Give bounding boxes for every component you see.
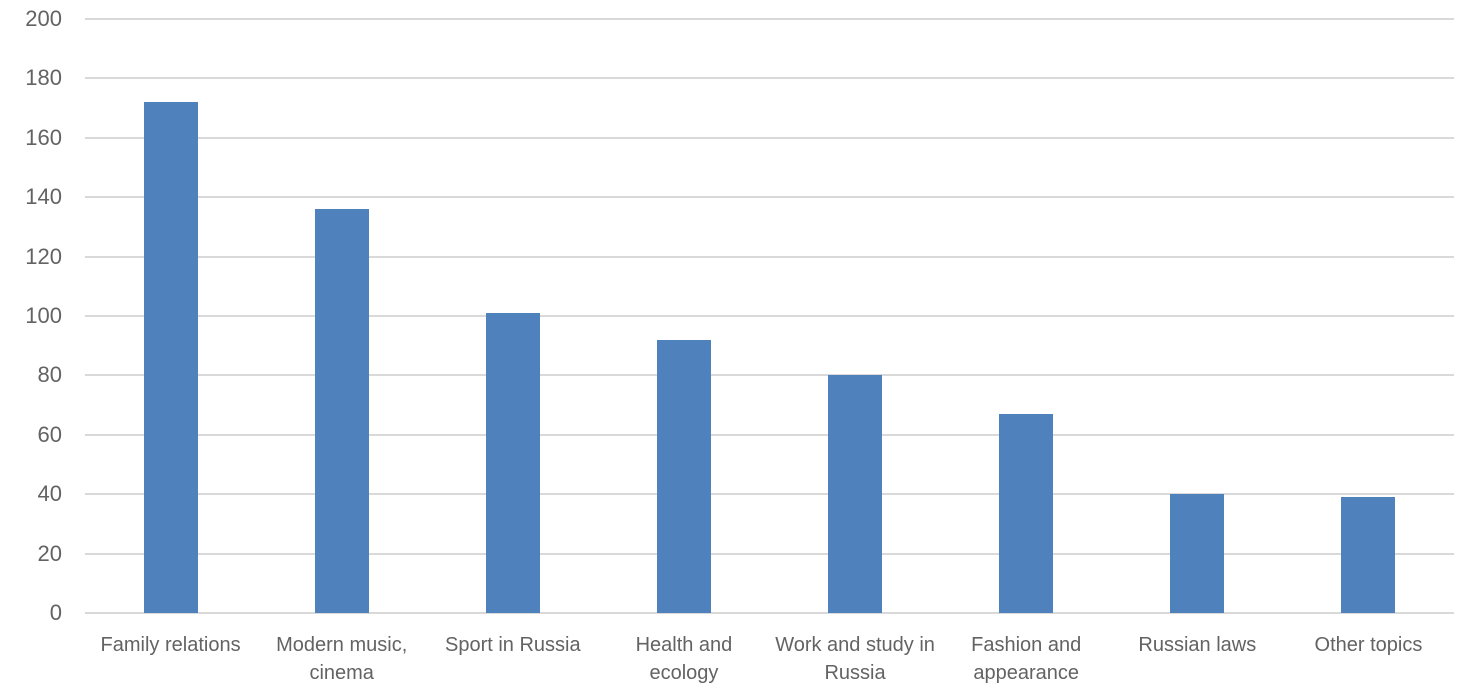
y-axis-tick-label: 60 [37, 421, 62, 447]
y-axis-tick-label: 120 [25, 243, 62, 269]
y-axis-tick-label: 80 [37, 362, 62, 388]
gridline [85, 196, 1454, 199]
gridline [85, 136, 1454, 139]
x-axis-category-label: Russian laws [1138, 634, 1257, 656]
x-axis-category-label: Other topics [1314, 634, 1423, 656]
x-axis-category-label: Sport in Russia [445, 634, 581, 656]
bar-other-topics [1341, 497, 1396, 613]
x-axis-category-label: Health and ecology [635, 634, 733, 684]
gridline [85, 374, 1454, 377]
bar-fashion-and-appearance [999, 414, 1054, 613]
bar-modern-music-cinema [314, 209, 369, 613]
gridline [85, 315, 1454, 317]
bar-health-and-ecology [656, 339, 711, 613]
x-axis-category-label: Work and study in Russia [775, 634, 935, 684]
bar-work-and-study-in-russia [828, 375, 883, 613]
y-axis-tick-label: 180 [25, 65, 62, 91]
y-axis-tick-label: 200 [25, 6, 62, 31]
x-axis-category-label: Modern music, cinema [276, 634, 408, 684]
y-axis-tick-label: 0 [49, 600, 62, 625]
y-axis-tick-label: 100 [25, 303, 62, 328]
gridline [85, 255, 1454, 258]
y-axis-tick-label: 160 [25, 124, 62, 150]
x-axis-category-label: Fashion and appearance [971, 634, 1082, 684]
y-axis-tick-label: 40 [37, 481, 62, 507]
bar-family-relations [143, 102, 198, 613]
gridline [85, 18, 1454, 20]
y-axis-tick-label: 140 [25, 184, 62, 210]
gridline [85, 493, 1454, 496]
bar-russian-laws [1170, 494, 1225, 613]
gridline [85, 77, 1454, 80]
gridline [85, 433, 1454, 436]
y-axis-tick-label: 20 [37, 540, 62, 566]
bar-sport-in-russia [485, 313, 540, 613]
gridline [85, 552, 1454, 555]
x-axis-category-label: Family relations [100, 634, 241, 656]
gridline [85, 612, 1454, 614]
